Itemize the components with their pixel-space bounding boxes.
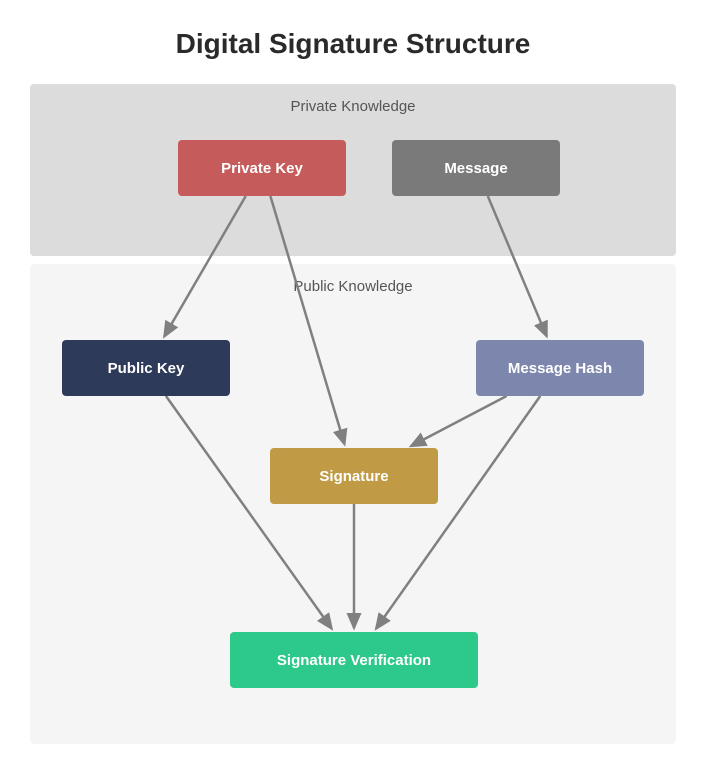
panel-private: Private Knowledge	[30, 84, 676, 256]
diagram-canvas: Private Knowledge Public Knowledge Private…	[30, 84, 676, 744]
page-title: Digital Signature Structure	[0, 0, 706, 84]
node-verification: Signature Verification	[230, 632, 478, 688]
panel-label-private: Private Knowledge	[30, 84, 676, 115]
node-private-key: Private Key	[178, 140, 346, 196]
node-message: Message	[392, 140, 560, 196]
node-message-hash: Message Hash	[476, 340, 644, 396]
node-signature: Signature	[270, 448, 438, 504]
node-public-key: Public Key	[62, 340, 230, 396]
panel-label-public: Public Knowledge	[30, 264, 676, 295]
